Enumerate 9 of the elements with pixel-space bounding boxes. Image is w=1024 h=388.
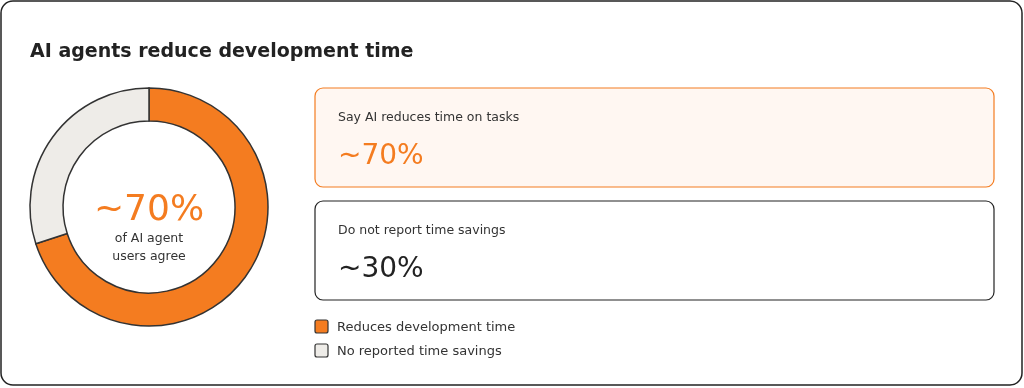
legend-label: Reduces development time xyxy=(337,319,516,334)
text: Do not report time savings xyxy=(338,222,506,237)
text: ~70% xyxy=(93,187,205,228)
text: ~70% xyxy=(338,138,424,171)
text: ~30% xyxy=(338,251,424,284)
text: of AI agent users agree xyxy=(112,230,187,263)
chart-title: AI agents reduce development time xyxy=(30,39,414,61)
legend-label: No reported time savings xyxy=(337,343,502,358)
text: Say AI reduces time on tasks xyxy=(338,109,520,124)
